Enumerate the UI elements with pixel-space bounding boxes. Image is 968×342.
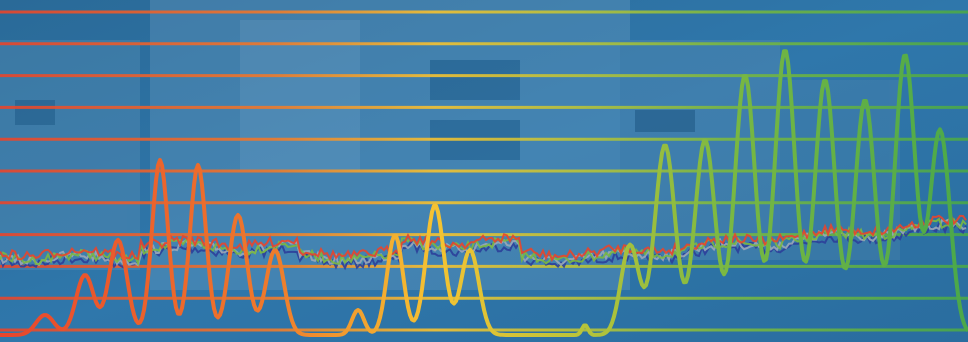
noise-line bbox=[0, 211, 967, 262]
peak-line bbox=[0, 49, 968, 337]
waves bbox=[0, 49, 968, 337]
